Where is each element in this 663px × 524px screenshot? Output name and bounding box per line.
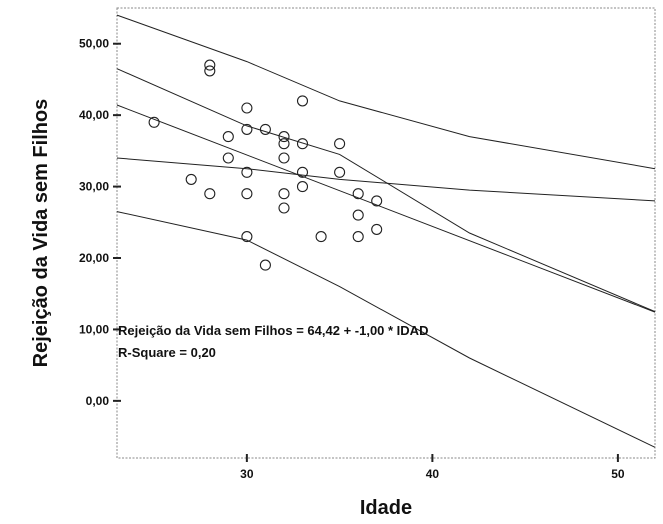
data-point bbox=[148, 116, 160, 128]
curves-layer bbox=[116, 14, 656, 448]
points-layer bbox=[148, 59, 383, 271]
data-point bbox=[241, 123, 253, 135]
x-tick-label: 50 bbox=[611, 467, 625, 481]
data-point bbox=[296, 138, 309, 150]
data-point bbox=[296, 181, 309, 193]
mean-ci-lower-line bbox=[116, 157, 656, 202]
data-point bbox=[296, 166, 309, 178]
data-point bbox=[296, 95, 309, 107]
y-tick-label: 50,00 bbox=[79, 37, 109, 51]
data-point bbox=[278, 202, 290, 214]
data-point bbox=[352, 188, 364, 200]
x-axis-title: Idade bbox=[360, 497, 412, 519]
r-square-label: R-Square = 0,20 bbox=[118, 345, 216, 360]
y-tick-label: 30,00 bbox=[79, 180, 109, 194]
individual-ci-upper-line bbox=[116, 14, 656, 170]
x-tick-label: 30 bbox=[240, 467, 254, 481]
data-point bbox=[222, 131, 234, 143]
data-point bbox=[278, 131, 290, 143]
data-point bbox=[371, 223, 383, 235]
data-point bbox=[185, 173, 197, 185]
y-tick-label: 20,00 bbox=[79, 251, 109, 265]
individual-ci-lower-line bbox=[116, 211, 656, 448]
data-point bbox=[241, 188, 253, 200]
y-tick-label: 0,00 bbox=[86, 394, 110, 408]
data-point bbox=[259, 259, 271, 271]
data-point bbox=[315, 231, 327, 243]
data-point bbox=[352, 209, 364, 221]
data-point bbox=[334, 166, 346, 178]
plot-frame bbox=[116, 7, 656, 459]
x-tick-label: 40 bbox=[426, 467, 440, 481]
data-point bbox=[371, 195, 383, 207]
data-point bbox=[334, 138, 346, 150]
data-point bbox=[259, 123, 271, 135]
data-point bbox=[204, 188, 216, 200]
regression-equation: Rejeição da Vida sem Filhos = 64,42 + -1… bbox=[118, 323, 428, 338]
y-axis-title: Rejeição da Vida sem Filhos bbox=[30, 99, 52, 368]
y-tick-label: 40,00 bbox=[79, 108, 109, 122]
ticks-layer: 30 40 50 0,00 10,00 20,00 30,00 40,00 50,00 bbox=[79, 37, 625, 481]
y-tick-label: 10,00 bbox=[79, 322, 109, 336]
data-point bbox=[278, 138, 290, 150]
data-point bbox=[241, 102, 253, 114]
data-point bbox=[222, 152, 234, 164]
data-point bbox=[204, 65, 216, 77]
data-point bbox=[278, 188, 290, 200]
data-point bbox=[204, 59, 216, 71]
data-point bbox=[241, 166, 253, 178]
data-point bbox=[352, 231, 364, 243]
data-point bbox=[241, 231, 253, 243]
mean-ci-upper-line bbox=[116, 68, 656, 313]
data-point bbox=[278, 152, 290, 164]
regression-line bbox=[116, 104, 656, 313]
